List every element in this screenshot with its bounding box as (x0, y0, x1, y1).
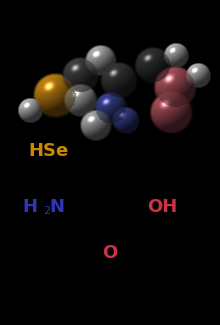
Text: N: N (50, 198, 64, 216)
Text: 2: 2 (43, 206, 50, 215)
Text: HSe: HSe (29, 142, 69, 160)
Text: O: O (102, 244, 118, 263)
Text: OH: OH (147, 198, 178, 216)
Text: H: H (22, 198, 37, 216)
